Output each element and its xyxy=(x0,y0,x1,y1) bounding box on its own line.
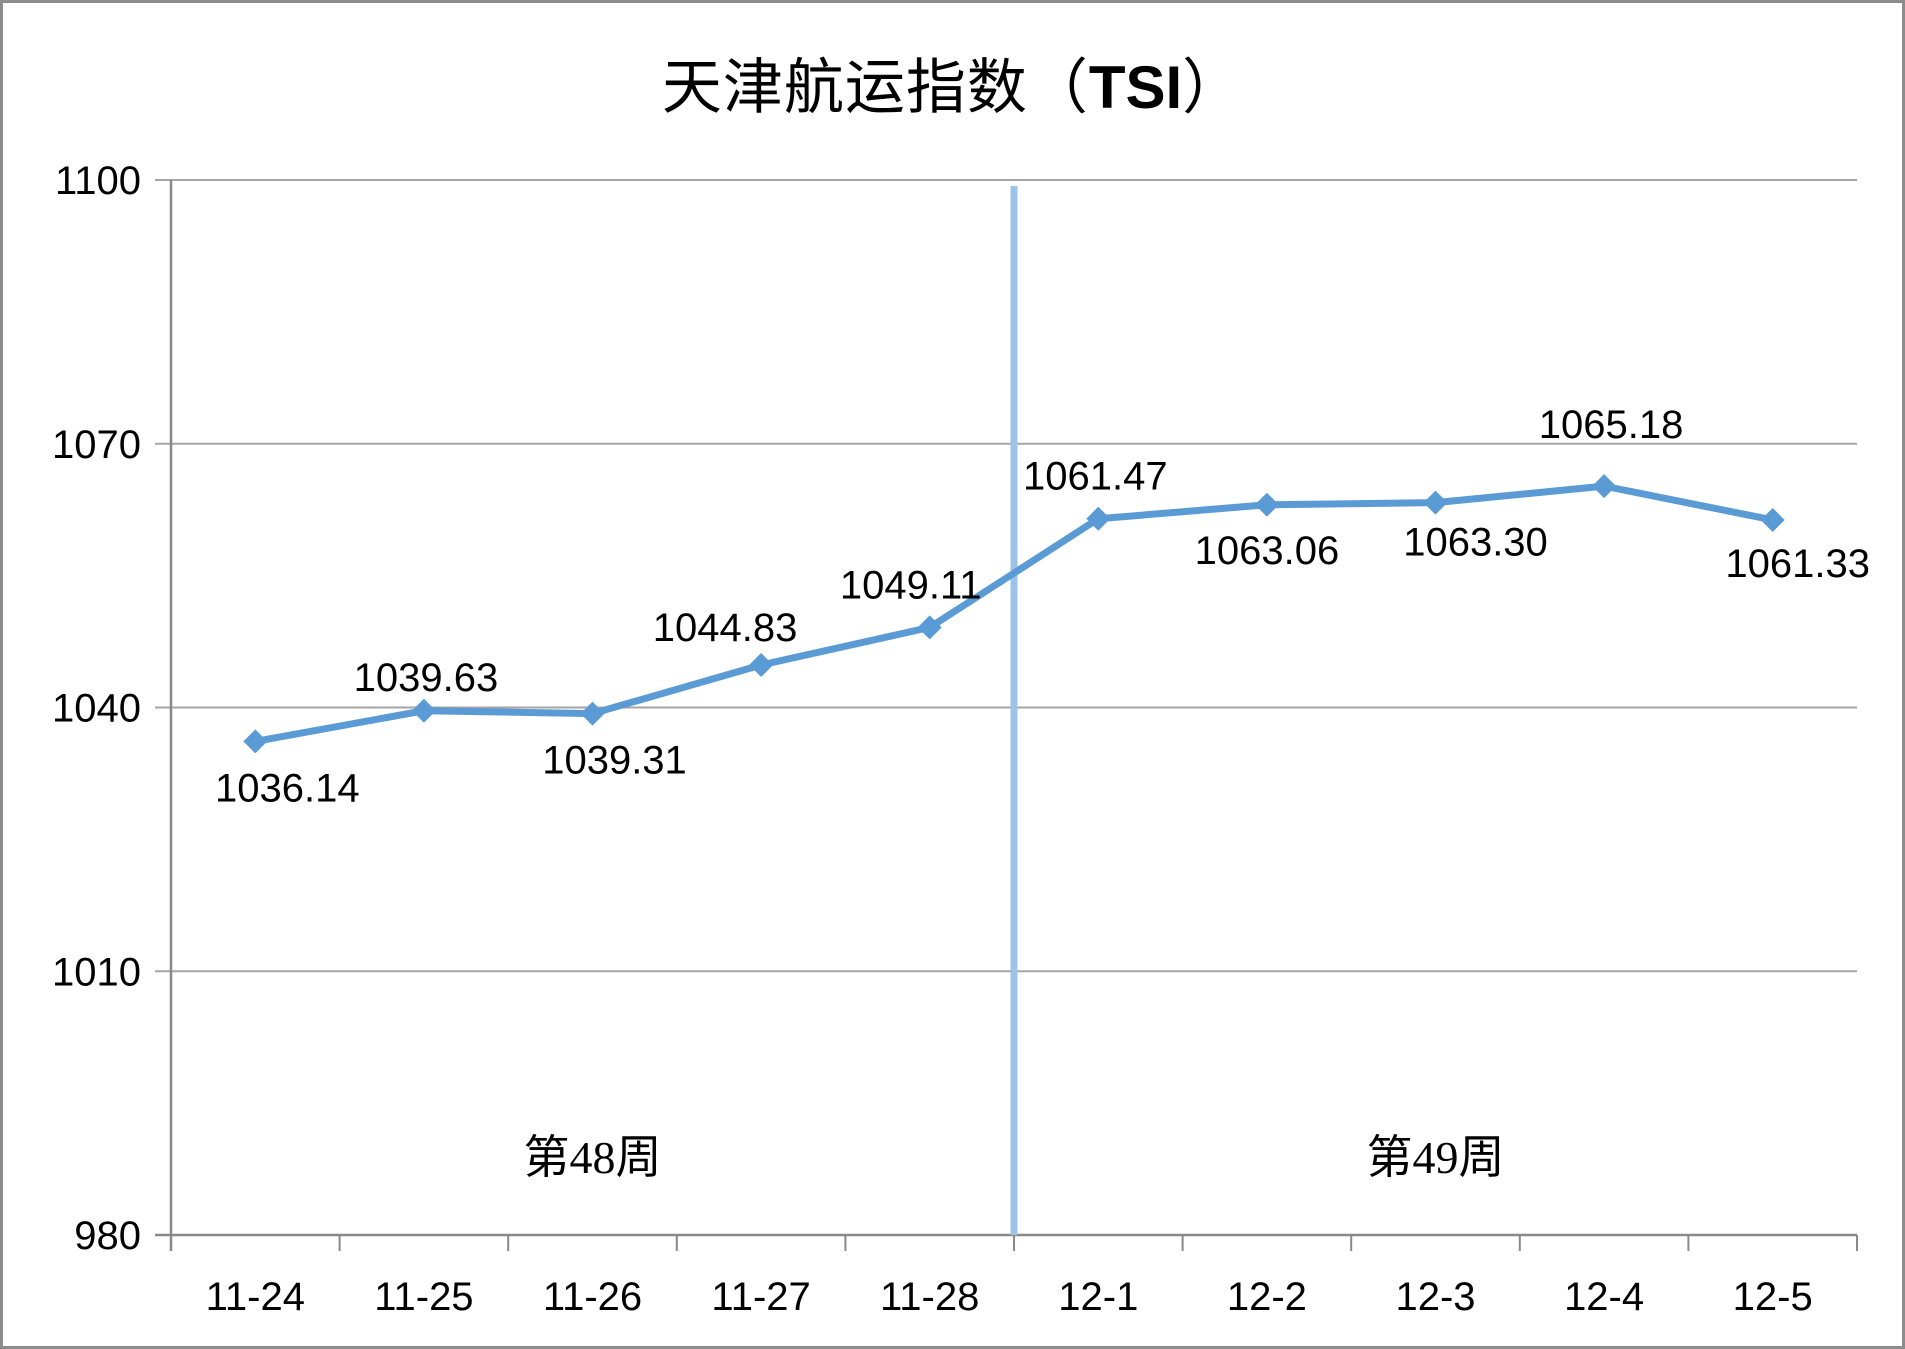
data-point-marker xyxy=(411,698,436,723)
chart-title-suffix: ） xyxy=(1182,55,1244,121)
y-tick-label: 1010 xyxy=(52,950,141,994)
x-tick-label: 11-28 xyxy=(880,1275,979,1319)
x-tick-label: 11-27 xyxy=(711,1275,810,1319)
data-label: 1063.06 xyxy=(1195,529,1340,573)
y-tick-label: 1100 xyxy=(55,159,141,203)
week-annotation: 第48周 xyxy=(524,1132,662,1183)
chart-title-prefix: 天津航运指数（ xyxy=(661,55,1089,121)
data-label: 1039.63 xyxy=(354,656,499,700)
data-point-marker xyxy=(1592,474,1617,499)
data-label: 1036.14 xyxy=(215,766,360,810)
data-label: 1063.30 xyxy=(1403,521,1548,565)
x-tick-label: 12-2 xyxy=(1227,1275,1307,1319)
data-label: 1049.11 xyxy=(840,563,982,607)
data-point-marker xyxy=(1254,492,1279,517)
x-tick-label: 11-25 xyxy=(374,1275,473,1319)
data-label: 1044.83 xyxy=(653,606,798,650)
data-label: 1061.33 xyxy=(1725,542,1870,586)
week-annotation: 第49周 xyxy=(1367,1132,1505,1183)
chart-title-tsi: TSI xyxy=(1088,54,1183,121)
chart-canvas: 1100 1070 1040 1010 980 11-24 11-25 11-26 11-27 1… xyxy=(52,159,1870,1319)
y-tick-label: 980 xyxy=(74,1214,141,1258)
data-point-marker xyxy=(243,729,268,754)
x-tick-label: 12-3 xyxy=(1395,1275,1475,1319)
series-line xyxy=(251,482,1777,745)
data-point-marker xyxy=(749,653,774,678)
data-point-marker xyxy=(580,701,605,726)
x-tick-label: 12-1 xyxy=(1058,1275,1138,1319)
data-point-marker xyxy=(917,615,942,640)
x-tick-label: 12-5 xyxy=(1733,1275,1813,1319)
x-tick-label: 11-24 xyxy=(206,1275,305,1319)
data-point-marker xyxy=(1760,507,1785,532)
x-tick-label: 11-26 xyxy=(543,1275,642,1319)
x-tick-label: 12-4 xyxy=(1564,1275,1644,1319)
data-label: 1065.18 xyxy=(1539,403,1684,447)
data-point-marker xyxy=(1423,490,1448,515)
data-label: 1061.47 xyxy=(1023,455,1168,499)
y-tick-label: 1070 xyxy=(52,423,141,467)
y-tick-label: 1040 xyxy=(52,687,141,731)
data-label: 1039.31 xyxy=(542,739,687,783)
chart-title: 天津航运指数（TSI） xyxy=(3,39,1902,126)
data-point-marker xyxy=(1086,506,1111,531)
